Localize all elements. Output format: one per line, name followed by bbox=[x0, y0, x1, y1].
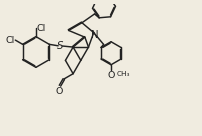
Text: O: O bbox=[55, 87, 63, 96]
Text: S: S bbox=[57, 41, 63, 51]
Text: Cl: Cl bbox=[37, 24, 46, 33]
Text: Cl: Cl bbox=[5, 36, 14, 45]
Text: CH₃: CH₃ bbox=[117, 71, 130, 77]
Text: O: O bbox=[107, 71, 115, 80]
Text: N: N bbox=[90, 30, 98, 40]
